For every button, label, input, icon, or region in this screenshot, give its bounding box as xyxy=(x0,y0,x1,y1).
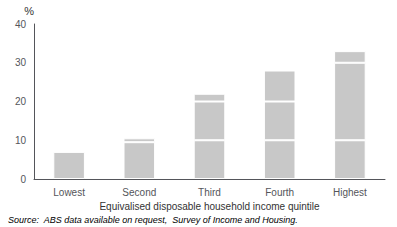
svg-text:0: 0 xyxy=(20,174,26,185)
svg-text:Equivalised disposable househo: Equivalised disposable household income … xyxy=(99,201,320,212)
svg-text:Fourth: Fourth xyxy=(265,187,294,198)
svg-text:%: % xyxy=(24,5,34,17)
svg-text:Highest: Highest xyxy=(333,187,367,198)
svg-text:Third: Third xyxy=(198,187,221,198)
svg-text:10: 10 xyxy=(15,135,27,146)
svg-text:Source: ABS data available on: Source: ABS data available on request, S… xyxy=(8,215,298,225)
svg-text:20: 20 xyxy=(15,96,27,107)
svg-text:Lowest: Lowest xyxy=(53,187,85,198)
svg-text:Second: Second xyxy=(122,187,156,198)
svg-text:30: 30 xyxy=(15,57,27,68)
svg-text:40: 40 xyxy=(15,19,27,30)
